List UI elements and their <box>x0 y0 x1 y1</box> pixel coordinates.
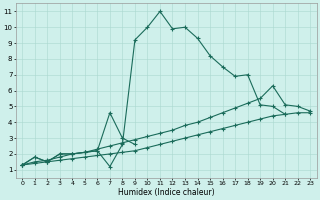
X-axis label: Humidex (Indice chaleur): Humidex (Indice chaleur) <box>118 188 214 197</box>
